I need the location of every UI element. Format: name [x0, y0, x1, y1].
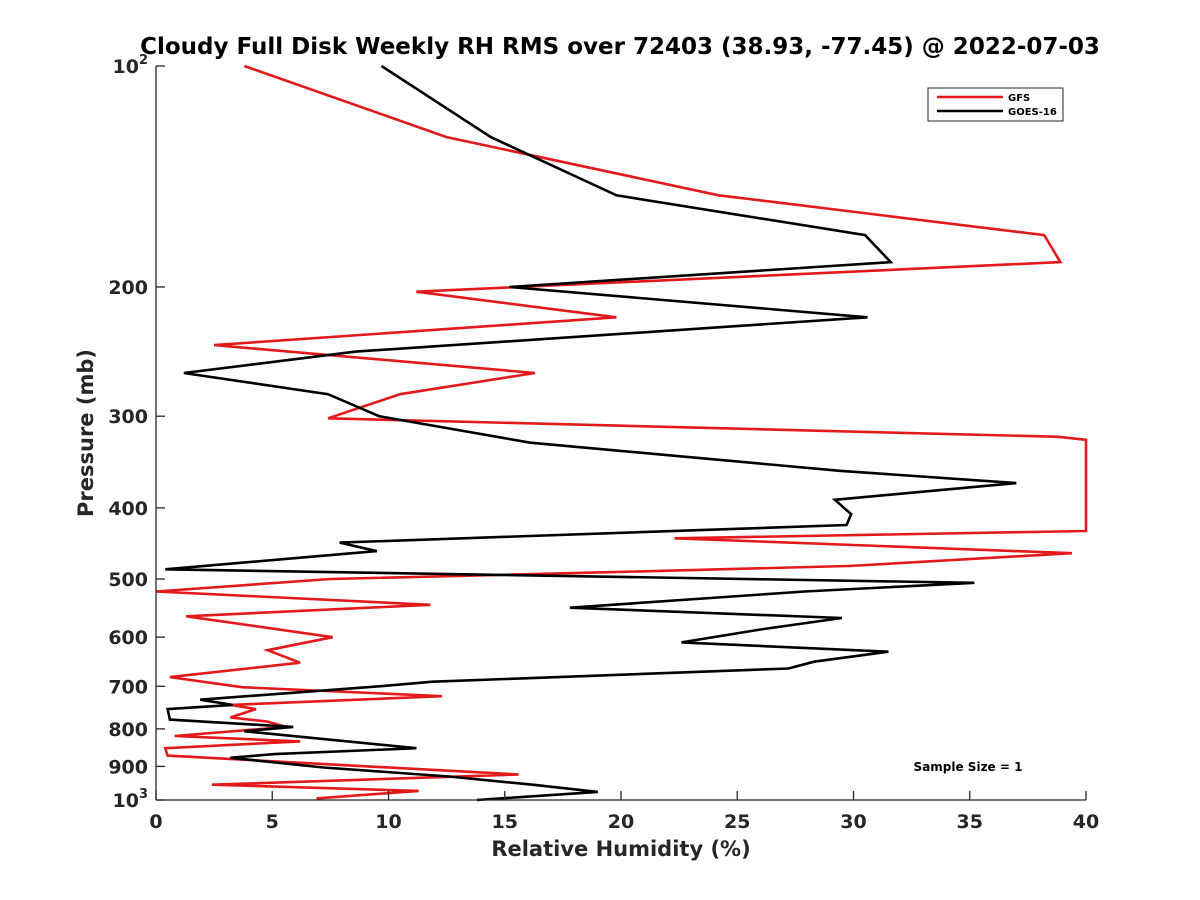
legend-label-goes16: GOES-16	[1008, 107, 1057, 118]
x-tick-label: 5	[266, 811, 279, 833]
legend: GFS GOES-16	[927, 87, 1064, 122]
sample-size-annotation: Sample Size = 1	[914, 760, 1023, 774]
y-tick-label: 300	[108, 406, 148, 428]
y-tick-label: 500	[108, 569, 148, 591]
legend-label-gfs: GFS	[1008, 93, 1030, 104]
y-tick-label: 103	[113, 787, 149, 812]
series-layer	[155, 64, 1088, 802]
x-tick-label: 25	[724, 811, 750, 833]
series-line-goes16	[165, 64, 1017, 802]
x-tick-label: 0	[149, 811, 162, 833]
chart-title: Cloudy Full Disk Weekly RH RMS over 7240…	[140, 34, 1100, 60]
legend-box	[927, 87, 1064, 122]
y-tick-label: 200	[108, 277, 148, 299]
y-tick-label: 600	[108, 627, 148, 649]
x-tick-label: 40	[1073, 811, 1099, 833]
y-tick-label: 800	[108, 719, 148, 741]
x-tick-label: 10	[375, 811, 401, 833]
plot-area: 0 5 10 15 20 25 30 35 40 102 200 300 400 500 600 700 80…	[108, 53, 1099, 833]
x-tick-label: 30	[840, 811, 866, 833]
y-axis-ticks: 102 200 300 400 500 600 700 800 900 103	[108, 53, 165, 812]
x-axis-label: Relative Humidity (%)	[491, 837, 750, 861]
x-tick-label: 35	[957, 811, 983, 833]
x-axis-ticks: 0 5 10 15 20 25 30 35 40	[149, 791, 1099, 833]
y-tick-label: 900	[108, 756, 148, 778]
y-tick-label: 700	[108, 676, 148, 698]
y-tick-label: 400	[108, 498, 148, 520]
x-tick-label: 15	[492, 811, 518, 833]
y-tick-label: 102	[113, 53, 149, 78]
x-tick-label: 20	[608, 811, 634, 833]
series-line-gfs	[155, 64, 1088, 800]
y-axis-label: Pressure (mb)	[74, 349, 98, 517]
